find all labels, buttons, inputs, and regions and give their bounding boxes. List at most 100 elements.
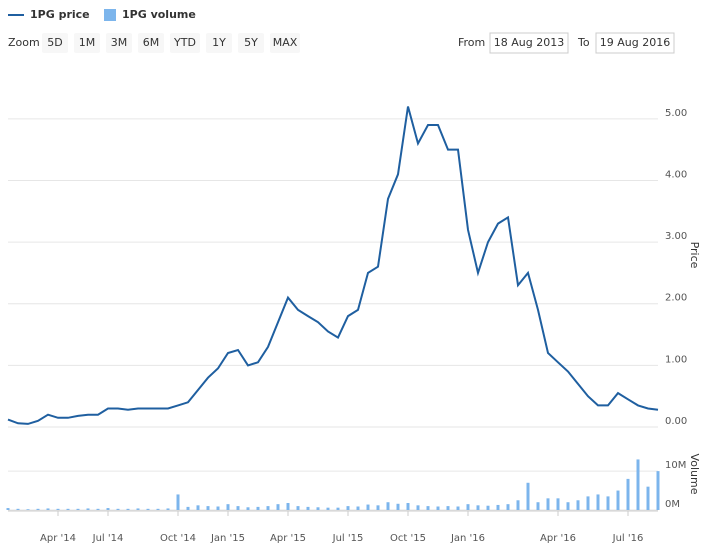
y2-axis-title: Volume [688,454,701,495]
volume-bar [356,506,360,510]
volume-bar [36,508,40,510]
volume-bar [146,508,150,510]
y-tick-label: 5.00 [665,108,687,119]
volume-bar [316,507,320,510]
volume-bar [586,496,590,510]
x-tick-label: Apr '15 [270,533,306,544]
zoom-button[interactable] [42,33,68,53]
to-date[interactable]: 19 Aug 2016 [600,36,670,49]
volume-bar [86,508,90,510]
volume-bar [336,507,340,510]
volume-bar [56,508,60,510]
zoom-button-label[interactable]: MAX [273,36,298,49]
volume-bar [466,504,470,510]
volume-bar [376,505,380,510]
zoom-button-label[interactable]: YTD [173,36,196,49]
volume-bar [656,471,660,510]
zoom-button[interactable] [106,33,132,53]
volume-bar [46,508,50,510]
to-input[interactable] [595,32,675,54]
volume-bar [486,505,490,510]
volume-bar [476,505,480,510]
volume-bar [166,508,170,510]
volume-bar [256,506,260,510]
zoom-button[interactable] [170,33,200,53]
volume-bar [516,500,520,510]
legend-price[interactable]: 1PG price [30,8,90,21]
volume-bar [386,502,390,510]
volume-bar [556,498,560,510]
zoom-button-label[interactable]: 1Y [212,36,226,49]
x-tick-label: Jan '16 [450,533,485,544]
volume-bar [616,490,620,510]
volume-bar [646,486,650,510]
volume-bar [6,508,10,510]
volume-bar [196,505,200,510]
zoom-button[interactable] [270,33,300,53]
legend-volume-icon [104,9,116,21]
price-line [7,106,659,425]
volume-bar [446,506,450,510]
volume-bar [16,508,20,510]
volume-bar [76,508,80,510]
volume-bar [126,508,130,510]
volume-bar [96,508,100,510]
zoom-label: Zoom [8,36,40,49]
x-tick-label: Apr '16 [540,533,576,544]
volume-bar [406,503,410,510]
volume-bar [186,506,190,510]
zoom-button[interactable] [238,33,264,53]
volume-bar [66,508,70,510]
zoom-button-label[interactable]: 1M [79,36,96,49]
volume-bar [626,478,630,510]
zoom-button-label[interactable]: 5D [47,36,62,49]
volume-bar [366,504,370,510]
x-tick-label: Jul '14 [92,533,124,544]
volume-bar [246,507,250,510]
zoom-button-label[interactable]: 3M [111,36,128,49]
volume-bar [596,494,600,510]
volume-bar [456,506,460,510]
volume-bar [276,504,280,510]
y-axis-title: Price [688,242,701,269]
volume-bar [296,506,300,510]
volume-bar [136,508,140,510]
to-label: To [577,36,590,49]
zoom-button[interactable] [206,33,232,53]
volume-bar [176,494,180,510]
volume-bar [206,506,210,510]
from-label: From [458,36,485,49]
volume-bar [496,504,500,510]
volume-bar [426,506,430,510]
legend-volume[interactable]: 1PG volume [122,8,196,21]
zoom-button[interactable] [138,33,164,53]
y-tick-label: 4.00 [665,169,687,180]
y-tick-label: 2.00 [665,293,687,304]
y-tick-label: 3.00 [665,231,687,242]
y-tick-label: 1.00 [665,354,687,365]
volume-bar [116,508,120,510]
from-input[interactable] [489,32,569,54]
volume-bar [286,503,290,510]
volume-bar [26,509,30,510]
volume-bar [526,482,530,510]
zoom-buttons: 5D 1M 3M 6M YTD 1Y 5Y MAX [42,33,300,53]
volume-bar [606,496,610,510]
volume-bar [436,506,440,510]
x-tick-label: Oct '14 [160,533,196,544]
y2-tick-label: 0M [665,499,680,510]
volume-bar [506,504,510,510]
volume-bar [636,459,640,510]
volume-bar [566,502,570,510]
volume-bar [346,506,350,510]
volume-bar [106,508,110,510]
zoom-button[interactable] [74,33,100,53]
volume-bar [236,506,240,510]
volume-bar [546,498,550,510]
volume-bar [396,503,400,510]
zoom-button-label[interactable]: 5Y [244,36,258,49]
zoom-button-label[interactable]: 6M [143,36,160,49]
from-date[interactable]: 18 Aug 2013 [494,36,564,49]
